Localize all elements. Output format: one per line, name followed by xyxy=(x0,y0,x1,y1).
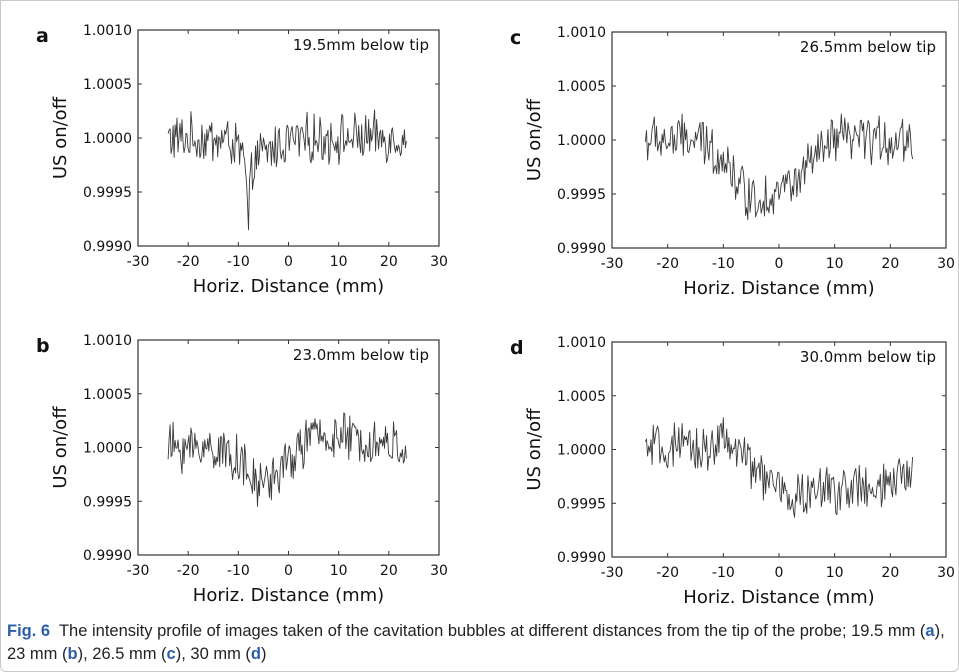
x-axis-label: Horiz. Distance (mm) xyxy=(683,587,874,608)
y-tick-label: 1.0000 xyxy=(557,133,606,149)
x-tick-label: -30 xyxy=(601,565,624,581)
y-tick-label: 1.0005 xyxy=(557,389,606,405)
x-tick-label: 0 xyxy=(775,256,784,272)
chart-canvas: a 19.5mm below tip 0.9990 0.9995 1.0000 1.000… xyxy=(36,23,955,608)
x-tick-label: 20 xyxy=(380,254,398,270)
y-tick-label: 1.0000 xyxy=(557,443,606,459)
panel-label-c: c xyxy=(510,27,521,49)
caption-text-2: ), 23 mm ( xyxy=(7,622,945,663)
y-axis-label: US on/off xyxy=(50,96,71,179)
caption-label: Fig. 6 xyxy=(7,622,51,640)
caption-text-5: ) xyxy=(261,645,267,663)
x-tick-label: 10 xyxy=(826,256,844,272)
y-tick-label: 0.9995 xyxy=(557,187,606,203)
y-axis-label: US on/off xyxy=(50,406,71,489)
y-tick-label: 1.0005 xyxy=(83,77,132,93)
y-axis-label: US on/off xyxy=(524,98,545,181)
caption-letter-a: a xyxy=(925,622,935,640)
x-tick-label: 10 xyxy=(330,563,348,579)
annotation-b: 23.0mm below tip xyxy=(293,346,429,364)
x-tick-label: -10 xyxy=(227,254,250,270)
x-axis-label: Horiz. Distance (mm) xyxy=(683,278,874,299)
y-tick-label: 1.0010 xyxy=(83,333,132,349)
y-tick-label: 1.0010 xyxy=(557,335,606,351)
data-trace-a xyxy=(167,109,407,231)
panel-label-a: a xyxy=(36,25,49,47)
panel-label-b: b xyxy=(36,335,50,357)
y-tick-label: 1.0010 xyxy=(557,25,606,41)
caption-letter-c: c xyxy=(166,645,176,663)
x-tick-label: -30 xyxy=(127,254,150,270)
y-tick-label: 1.0010 xyxy=(83,23,132,39)
x-tick-label: 20 xyxy=(881,256,899,272)
annotation-a: 19.5mm below tip xyxy=(293,36,429,54)
x-tick-label: -10 xyxy=(227,563,250,579)
x-tick-label: 0 xyxy=(284,254,293,270)
caption-text-3: ), 26.5 mm ( xyxy=(77,645,167,663)
x-tick-label: 30 xyxy=(430,254,448,270)
y-tick-label: 0.9990 xyxy=(557,241,606,257)
x-axis-label: Horiz. Distance (mm) xyxy=(193,276,384,297)
y-axis-label: US on/off xyxy=(524,408,545,491)
x-tick-label: -20 xyxy=(656,565,679,581)
data-trace-d xyxy=(644,417,914,518)
x-tick-label: -30 xyxy=(127,563,150,579)
x-tick-label: 10 xyxy=(330,254,348,270)
x-tick-label: 20 xyxy=(881,565,899,581)
annotation-c: 26.5mm below tip xyxy=(800,38,936,56)
y-tick-label: 0.9995 xyxy=(83,494,132,510)
caption-text-4: ), 30 mm ( xyxy=(175,645,251,663)
x-tick-label: -20 xyxy=(656,256,679,272)
y-tick-label: 0.9990 xyxy=(557,550,606,566)
y-tick-label: 1.0005 xyxy=(83,387,132,403)
x-tick-label: 30 xyxy=(430,563,448,579)
x-tick-label: -20 xyxy=(177,563,200,579)
x-tick-label: -10 xyxy=(712,256,735,272)
x-tick-label: 30 xyxy=(937,565,955,581)
panel-label-d: d xyxy=(510,337,524,359)
y-tick-label: 0.9995 xyxy=(557,496,606,512)
x-tick-label: 20 xyxy=(380,563,398,579)
annotation-d: 30.0mm below tip xyxy=(800,348,936,366)
y-tick-label: 1.0000 xyxy=(83,441,132,457)
caption-letter-b: b xyxy=(67,645,78,663)
x-tick-label: -10 xyxy=(712,565,735,581)
y-tick-label: 0.9995 xyxy=(83,185,132,201)
x-tick-label: 0 xyxy=(775,565,784,581)
x-tick-label: 10 xyxy=(826,565,844,581)
x-tick-label: -30 xyxy=(601,256,624,272)
x-tick-label: 0 xyxy=(284,563,293,579)
caption-text-1: The intensity profile of images taken of… xyxy=(58,622,926,640)
y-tick-label: 1.0005 xyxy=(557,79,606,95)
y-tick-label: 0.9990 xyxy=(83,548,132,564)
y-tick-label: 1.0000 xyxy=(83,131,132,147)
x-axis-label: Horiz. Distance (mm) xyxy=(193,585,384,606)
caption-letter-d: d xyxy=(250,645,261,663)
data-trace-c xyxy=(644,113,914,221)
y-tick-label: 0.9990 xyxy=(83,239,132,255)
x-tick-label: 30 xyxy=(937,256,955,272)
data-trace-b xyxy=(167,412,407,507)
figure-caption: Fig. 6 The intensity profile of images t… xyxy=(7,620,947,666)
x-tick-label: -20 xyxy=(177,254,200,270)
